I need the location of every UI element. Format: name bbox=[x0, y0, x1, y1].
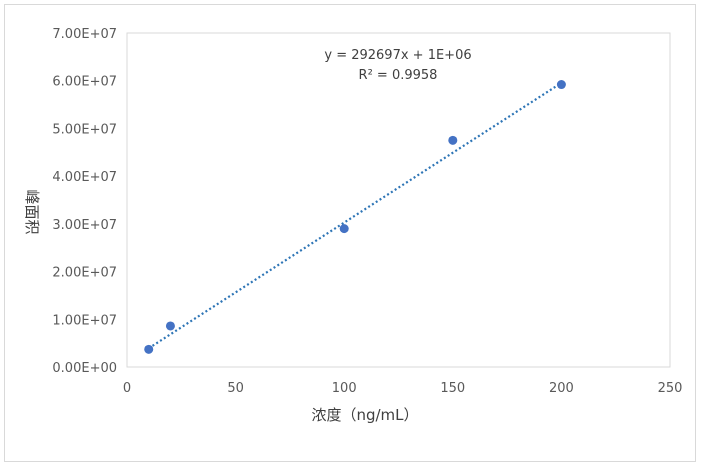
y-tick-label: 5.00E+07 bbox=[52, 122, 117, 137]
x-tick-label: 0 bbox=[123, 381, 131, 396]
x-tick-label: 150 bbox=[440, 381, 465, 396]
linear-trendline bbox=[148, 81, 562, 350]
y-tick-label: 0.00E+00 bbox=[52, 361, 117, 376]
y-tick-label: 3.00E+07 bbox=[52, 218, 117, 233]
y-tick-label: 7.00E+07 bbox=[52, 27, 117, 42]
y-tick-label: 1.00E+07 bbox=[52, 313, 117, 328]
x-tick-label: 200 bbox=[549, 381, 574, 396]
data-point bbox=[165, 321, 175, 331]
trendline-equation: y = 292697x + 1E+06 bbox=[324, 48, 471, 63]
data-point bbox=[339, 224, 349, 234]
x-tick-label: 50 bbox=[227, 381, 244, 396]
data-points bbox=[144, 80, 566, 354]
data-point bbox=[448, 135, 458, 145]
y-axis-tick-labels: 0.00E+00 1.00E+07 2.00E+07 3.00E+07 4.00E+07… bbox=[52, 27, 117, 376]
y-tick-label: 2.00E+07 bbox=[52, 266, 117, 281]
r-squared-label: R² = 0.9958 bbox=[359, 68, 438, 83]
plot-area bbox=[126, 32, 671, 368]
x-tick-label: 100 bbox=[332, 381, 357, 396]
y-tick-label: 6.00E+07 bbox=[52, 75, 117, 90]
x-axis-title: 浓度（ng/mL） bbox=[311, 406, 418, 424]
data-point bbox=[144, 344, 154, 354]
x-tick-label: 250 bbox=[658, 381, 683, 396]
y-axis-title: 峰面积 bbox=[23, 189, 41, 234]
y-tick-label: 4.00E+07 bbox=[52, 170, 117, 185]
data-point bbox=[556, 80, 566, 90]
x-axis-tick-labels: 0 50 100 150 200 250 bbox=[123, 381, 683, 396]
